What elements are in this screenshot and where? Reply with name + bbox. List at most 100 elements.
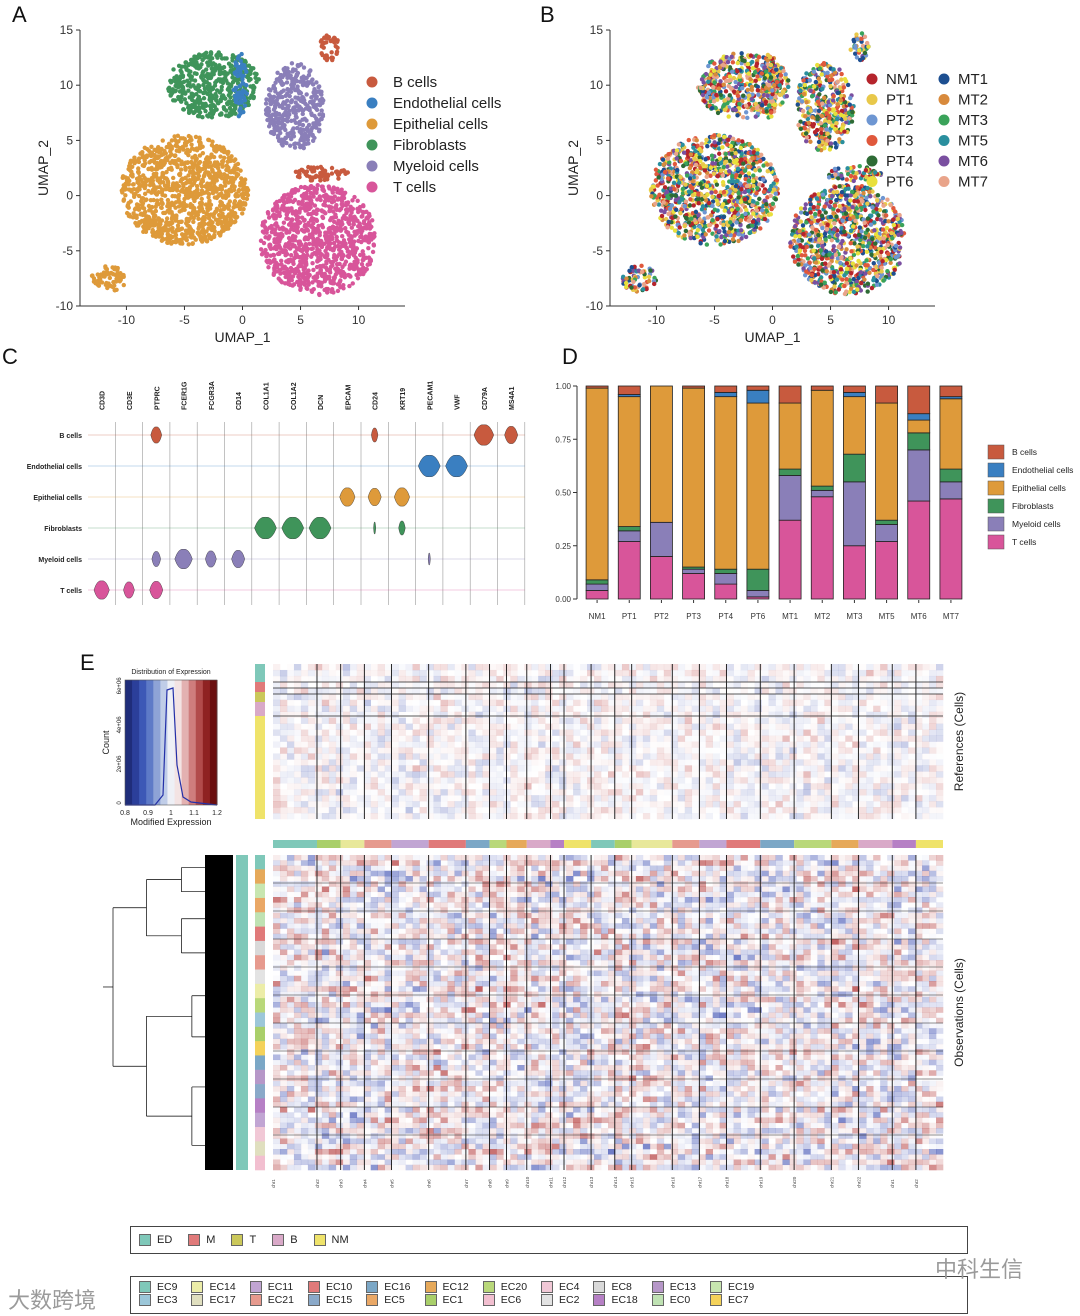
y-tick-label: -10	[586, 299, 604, 313]
cluster-point-0	[152, 147, 157, 152]
cluster-point-2	[347, 266, 352, 271]
cluster-point-5	[236, 66, 241, 71]
cluster-point-7	[315, 165, 320, 170]
cluster-point-0	[168, 234, 173, 240]
sample-point-0	[710, 218, 715, 223]
sample-point-0	[710, 157, 715, 163]
cluster-point-3	[301, 138, 307, 143]
cluster-point-0	[233, 157, 238, 162]
cluster-point-0	[146, 225, 151, 231]
cluster-point-2	[342, 271, 347, 277]
cluster-point-6	[330, 57, 335, 63]
cluster-point-2	[284, 266, 289, 271]
cluster-point-0	[193, 237, 198, 242]
sample-point-0	[728, 143, 734, 149]
sample-point-0	[688, 183, 693, 189]
cluster-point-2	[360, 249, 365, 254]
sample-point-2	[798, 206, 804, 211]
sample-point-1	[646, 274, 652, 280]
cluster-point-2	[281, 195, 287, 200]
cluster-point-3	[307, 99, 313, 105]
sample-point-2	[813, 260, 819, 265]
sample-point-1	[624, 284, 629, 290]
cluster-point-2	[352, 194, 357, 200]
sample-point-0	[666, 219, 671, 225]
sample-point-0	[759, 208, 765, 213]
cluster-point-2	[305, 286, 310, 292]
sample-point-0	[707, 222, 713, 228]
sample-point-0	[764, 201, 769, 207]
cluster-point-4	[194, 71, 199, 77]
sample-point-0	[721, 164, 726, 170]
sample-point-0	[725, 185, 730, 190]
cluster-point-5	[234, 99, 239, 105]
cluster-point-0	[132, 214, 137, 220]
cluster-point-0	[216, 212, 222, 218]
cluster-point-0	[148, 177, 153, 183]
sample-point-1	[640, 287, 646, 292]
cluster-point-2	[323, 230, 328, 235]
sample-point-2	[863, 207, 868, 213]
sample-point-2	[874, 278, 879, 284]
cluster-point-2	[356, 238, 361, 244]
cluster-point-0	[193, 189, 198, 195]
sample-point-0	[665, 156, 671, 162]
cluster-point-0	[201, 174, 207, 179]
sample-point-0	[719, 234, 724, 240]
cluster-point-0	[179, 208, 185, 213]
cluster-point-4	[211, 68, 216, 73]
cluster-point-2	[344, 216, 349, 221]
sample-point-0	[697, 217, 702, 222]
cluster-point-5	[241, 109, 246, 115]
cluster-point-2	[290, 233, 296, 239]
cluster-point-4	[179, 64, 184, 69]
sample-point-0	[718, 161, 724, 166]
cluster-point-0	[126, 182, 132, 187]
cluster-point-3	[266, 87, 272, 92]
cluster-point-3	[285, 86, 290, 92]
cluster-point-0	[243, 191, 248, 197]
sample-point-2	[839, 225, 844, 231]
cluster-point-0	[142, 185, 148, 191]
cluster-point-0	[241, 196, 247, 201]
cluster-point-3	[279, 119, 285, 125]
sample-point-0	[695, 227, 701, 233]
sample-point-0	[690, 178, 696, 184]
cluster-point-4	[181, 107, 186, 112]
sample-point-0	[728, 226, 733, 231]
cluster-point-3	[319, 89, 324, 95]
cluster-point-0	[147, 215, 152, 221]
cluster-point-4	[192, 104, 198, 109]
cluster-point-4	[208, 92, 214, 98]
sample-point-0	[717, 156, 723, 161]
sample-point-2	[842, 273, 847, 278]
sample-point-0	[726, 199, 732, 204]
sample-point-0	[675, 167, 680, 173]
cluster-point-5	[238, 95, 243, 100]
cluster-point-3	[272, 103, 278, 108]
cluster-point-2	[336, 196, 341, 201]
sample-point-0	[649, 194, 654, 199]
cluster-point-0	[152, 187, 158, 192]
sample-point-1	[631, 279, 636, 285]
sample-point-2	[861, 243, 866, 249]
cluster-point-0	[238, 180, 243, 186]
cluster-point-0	[123, 193, 128, 198]
sample-point-0	[721, 189, 727, 195]
cluster-point-3	[304, 127, 310, 132]
cluster-point-2	[356, 267, 361, 272]
cluster-point-5	[244, 91, 249, 96]
cluster-point-0	[156, 145, 161, 150]
cluster-point-0	[171, 175, 176, 181]
cluster-point-0	[208, 181, 213, 186]
sample-point-0	[710, 203, 715, 208]
legend-label: T cells	[393, 179, 436, 196]
sample-point-0	[658, 208, 664, 213]
cluster-point-2	[321, 202, 326, 208]
sample-point-2	[798, 210, 804, 215]
cluster-point-2	[330, 248, 336, 253]
sample-point-0	[751, 183, 756, 189]
sample-point-0	[651, 184, 657, 189]
cluster-point-4	[205, 55, 211, 60]
cluster-point-4	[228, 95, 233, 100]
